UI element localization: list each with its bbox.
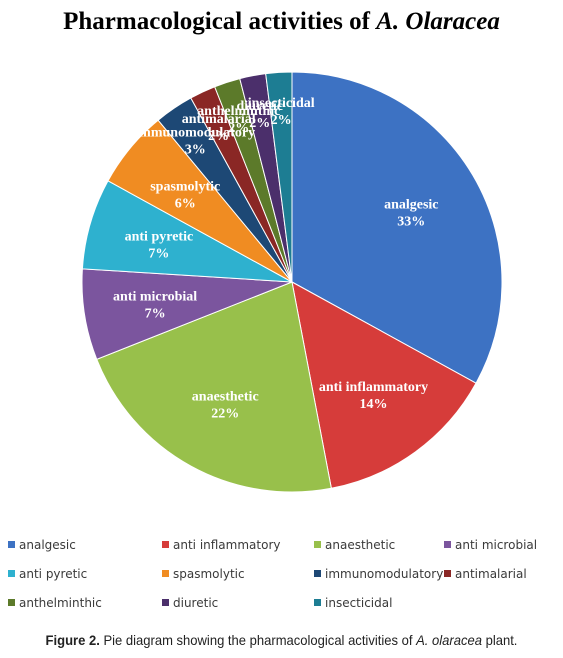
caption-text: Pie diagram showing the pharmacological … (99, 632, 417, 648)
legend-label: analgesic (19, 538, 76, 552)
pie-label-analgesic: analgesic 33% (384, 197, 438, 229)
pie-label-name: anti inflammatory (319, 380, 428, 395)
legend-swatch (162, 599, 169, 606)
legend-item-analgesic: analgesic (8, 538, 76, 552)
legend-item-anti-pyretic: anti pyretic (8, 567, 87, 581)
pie-label-value: 22% (211, 406, 239, 421)
legend-label: anaesthetic (325, 538, 396, 552)
legend-item-insecticidal: insecticidal (314, 596, 392, 610)
pie-slice-insecticidal (265, 71, 293, 283)
pie-label-name: spasmolytic (150, 180, 220, 195)
pie-slice-analgesic (291, 71, 503, 384)
legend-swatch (162, 541, 169, 548)
pie-label-name: immunomodulatory (135, 126, 255, 141)
pie-label-antimalarial: antimalarial 2% (182, 112, 256, 144)
pie-label-anti-microbial: anti microbial 7% (113, 290, 197, 322)
pie-label-name: antimalarial (182, 112, 256, 127)
figure-caption: Figure 2. Pie diagram showing the pharma… (20, 632, 544, 648)
pie-label-value: 7% (148, 246, 169, 261)
pie-label-value: 14% (359, 397, 387, 412)
pie-label-anti-inflammatory: anti inflammatory 14% (319, 380, 428, 412)
pie-labels: analgesic 33% anti inflammatory 14% anaesthe… (113, 96, 438, 421)
legend-swatch (444, 570, 451, 577)
legend-item-anthelminthic: anthelminthic (8, 596, 102, 610)
legend-item-antimalarial: antimalarial (444, 567, 527, 581)
legend-label: anthelminthic (19, 596, 102, 610)
legend-label: diuretic (173, 596, 219, 610)
legend-item-anaesthetic: anaesthetic (314, 538, 395, 552)
legend-item-anti-inflammatory: anti inflammatory (162, 538, 280, 552)
pie-label-value: 2% (271, 113, 292, 128)
pie-label-name: anthelminthic (197, 104, 280, 119)
pie-label-name: anti pyretic (125, 229, 194, 244)
pie-label-spasmolytic: spasmolytic 6% (150, 180, 220, 212)
pie-label-value: 2% (208, 129, 229, 144)
legend-swatch (314, 541, 321, 548)
legend-label: anti pyretic (19, 567, 88, 581)
pie-label-anthelminthic: anthelminthic 2% (197, 104, 280, 136)
pie-label-value: 7% (145, 307, 166, 322)
caption-species: A. olaracea (416, 632, 482, 648)
pie-label-name: analgesic (384, 197, 438, 212)
pie-label-name: anti microbial (113, 290, 197, 305)
chart-title: Pharmacological activities of A. Olarace… (0, 8, 563, 36)
legend-swatch (314, 599, 321, 606)
legend-label: spasmolytic (173, 567, 245, 581)
pie-label-immunomodulatory: immunomodulatory 3% (135, 126, 255, 158)
legend-swatch (8, 599, 15, 606)
legend-item-spasmolytic: spasmolytic (162, 567, 245, 581)
legend-label: anti inflammatory (173, 538, 281, 552)
legend-item-immunomodulatory: immunomodulatory (314, 567, 443, 581)
legend-label: anti microbial (455, 538, 538, 552)
caption-figure-number: Figure 2. (45, 632, 100, 648)
pie-label-name: insecticidal (248, 96, 315, 111)
pie-label-value: 3% (185, 143, 206, 158)
pie-slices (81, 71, 503, 493)
pie-label-value: 6% (175, 197, 196, 212)
pie-label-anaesthetic: anaesthetic 22% (192, 389, 259, 421)
legend-label: immunomodulatory (325, 567, 444, 581)
pie-label-value: 2% (249, 116, 270, 131)
pie-label-value: 2% (228, 121, 249, 136)
legend-label: insecticidal (325, 596, 393, 610)
pie-label-name: anaesthetic (192, 389, 259, 404)
chart-title-species: A. Olaracea (376, 8, 500, 35)
pie-chart: analgesic 33% anti inflammatory 14% anaesthe… (81, 71, 503, 493)
pie-label-name: diuretic (237, 99, 283, 114)
legend-swatch (162, 570, 169, 577)
caption-text-end: plant. (481, 632, 518, 648)
legend-item-diuretic: diuretic (162, 596, 218, 610)
pie-slice-anaesthetic (96, 281, 332, 493)
pie-label-value: 33% (397, 214, 425, 229)
legend-swatch (444, 541, 451, 548)
pie-label-diuretic: diuretic 2% (237, 99, 283, 131)
legend-label: antimalarial (455, 567, 527, 581)
pie-label-insecticidal: insecticidal 2% (248, 96, 315, 128)
pie-label-anti-pyretic: anti pyretic 7% (125, 229, 194, 261)
chart-title-text: Pharmacological activities of (63, 8, 377, 35)
legend-item-anti-microbial: anti microbial (444, 538, 537, 552)
legend-swatch (8, 541, 15, 548)
pie-slice-anti-inflammatory (291, 281, 477, 489)
legend-swatch (314, 570, 321, 577)
legend-swatch (8, 570, 15, 577)
